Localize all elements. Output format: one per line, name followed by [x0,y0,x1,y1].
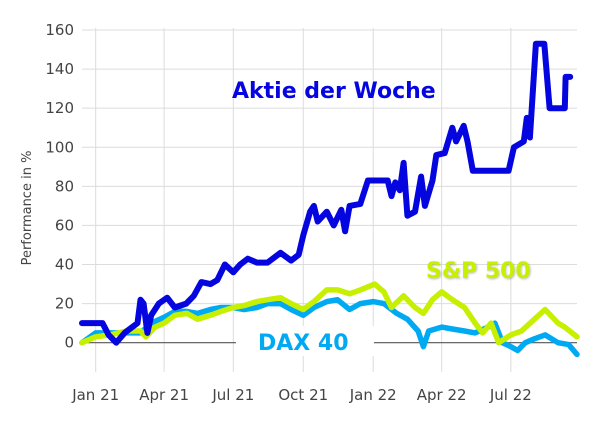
x-tick-label: Jul 22 [489,386,532,404]
x-tick-label: Jan 22 [349,386,397,404]
series-label-aktie: Aktie der Woche [232,79,436,104]
y-tick-label: 80 [55,177,74,195]
x-tick-label: Jan 21 [71,386,119,404]
x-tick-label: Apr 21 [139,386,189,404]
y-tick-label: 140 [45,60,74,78]
y-tick-label: 160 [45,21,74,39]
y-axis-ticks: 0 20 40 60 80 100 120 140 160 [45,21,74,352]
x-tick-label: Apr 22 [417,386,467,404]
series-lines [79,40,580,358]
series-line-aktie-der-woche [79,40,574,346]
y-tick-label: 0 [64,334,74,352]
x-tick-label: Oct 21 [278,386,328,404]
dax-label-background [236,326,374,356]
series-line-s-p-500 [79,281,580,346]
grid [82,28,577,372]
series-label-dax: DAX 40 [258,331,349,356]
series-label-sp500: S&P 500 [426,259,531,284]
series-line-dax-40 [79,296,580,358]
x-axis-ticks: Jan 21 Apr 21 Jul 21 Oct 21 Jan 22 Apr 22 Jul … [71,386,532,404]
x-tick-label: Jul 21 [211,386,254,404]
y-tick-label: 100 [45,138,74,156]
y-tick-label: 60 [55,216,74,234]
y-tick-label: 40 [55,256,74,274]
y-axis-label: Performance in % [20,151,35,266]
y-tick-label: 120 [45,99,74,117]
y-tick-label: 20 [55,295,74,313]
